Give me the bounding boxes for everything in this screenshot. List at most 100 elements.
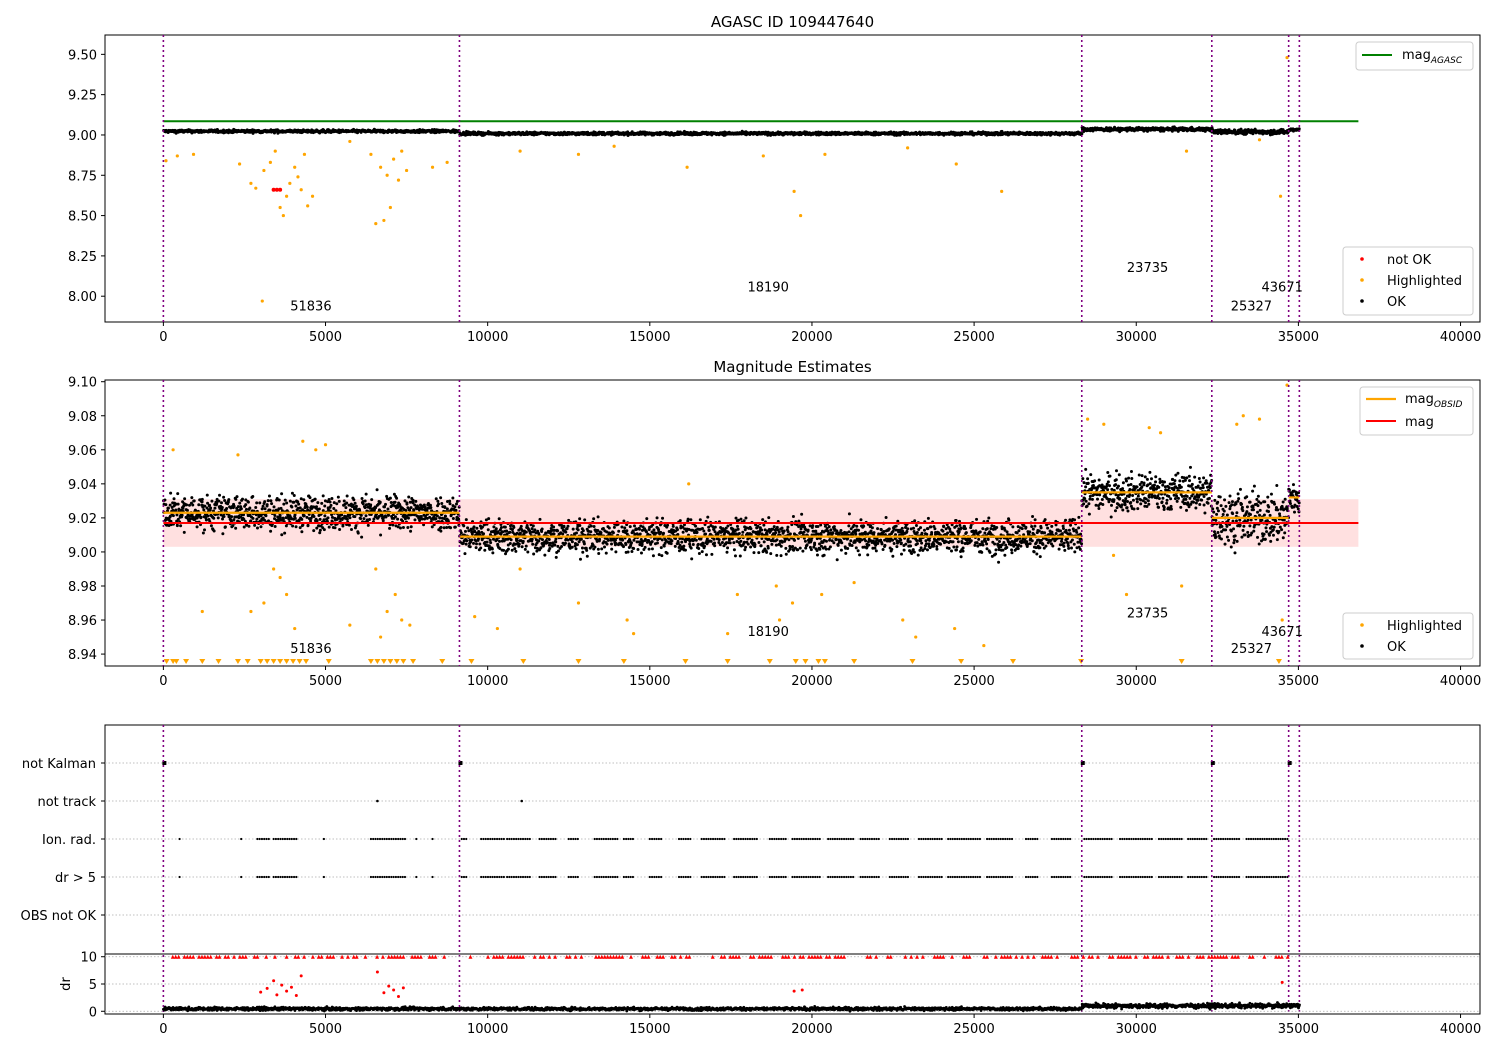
- highlighted-point: [348, 139, 352, 144]
- ok-point: [660, 554, 664, 558]
- ok-point: [712, 537, 716, 541]
- ok-point: [476, 537, 480, 541]
- ok-point: [749, 545, 753, 549]
- ok-point: [258, 501, 262, 505]
- ok-point: [223, 525, 227, 529]
- ok-point: [513, 547, 517, 551]
- ok-point: [270, 502, 274, 506]
- ok-point: [733, 554, 737, 558]
- ok-point: [552, 525, 556, 529]
- not-ok-point: [278, 187, 283, 192]
- ok-point: [659, 546, 663, 550]
- ok-point: [323, 514, 327, 518]
- ok-point: [314, 505, 318, 509]
- ok-point: [592, 517, 596, 521]
- chart-title: Magnitude Estimates: [713, 358, 871, 376]
- ok-point: [666, 523, 670, 527]
- ok-point: [520, 545, 524, 549]
- ok-point: [517, 542, 521, 546]
- ok-point: [294, 525, 298, 529]
- ok-point: [280, 533, 284, 537]
- ok-point: [474, 546, 478, 550]
- ok-point: [669, 542, 673, 546]
- ok-point: [645, 517, 649, 521]
- ok-point: [652, 528, 656, 532]
- highlighted-point: [268, 160, 272, 164]
- ok-point: [515, 538, 519, 542]
- ok-point: [700, 526, 704, 530]
- ok-point: [703, 544, 707, 548]
- ok-point: [492, 525, 496, 529]
- ok-point: [508, 541, 512, 545]
- ok-point: [175, 524, 179, 528]
- ok-point: [647, 547, 651, 551]
- highlighted-point: [385, 173, 389, 177]
- ok-point: [393, 500, 397, 504]
- ok-point: [694, 538, 698, 542]
- ok-point: [629, 541, 633, 545]
- ok-point: [463, 552, 467, 556]
- ok-point: [568, 543, 572, 547]
- ok-point: [328, 500, 332, 504]
- ok-point: [292, 494, 296, 498]
- ok-point: [453, 525, 457, 529]
- ok-point: [639, 551, 643, 555]
- ok-point: [263, 507, 267, 511]
- ok-point: [628, 525, 632, 529]
- ok-point: [702, 529, 706, 533]
- ok-point: [498, 539, 502, 543]
- ok-point: [547, 537, 551, 541]
- ok-point: [277, 498, 281, 502]
- axes-frame: [104, 34, 1481, 323]
- ok-point: [620, 525, 624, 529]
- ok-point: [455, 499, 459, 503]
- ok-point: [232, 504, 236, 508]
- ok-point: [234, 497, 238, 501]
- ok-point: [208, 503, 212, 507]
- ok-point: [414, 499, 418, 503]
- ok-point: [386, 507, 390, 511]
- ok-point: [689, 518, 693, 522]
- highlighted-point: [296, 175, 300, 179]
- ok-point: [706, 515, 710, 519]
- ok-point: [798, 546, 802, 550]
- ok-point: [540, 530, 544, 534]
- chart-title: AGASC ID 109447640: [711, 13, 874, 31]
- ok-point: [487, 517, 491, 521]
- ok-point: [651, 554, 655, 558]
- x-tick-label: 15000: [629, 330, 670, 345]
- ok-point: [675, 528, 679, 532]
- ok-point: [681, 530, 685, 534]
- ok-point: [494, 527, 498, 531]
- ok-point: [563, 541, 567, 545]
- ok-point: [514, 549, 518, 553]
- ok-point: [320, 501, 324, 505]
- ok-point: [249, 519, 253, 523]
- ok-point: [354, 524, 358, 528]
- ok-point: [562, 524, 566, 528]
- ok-point: [524, 530, 528, 534]
- ok-point: [455, 502, 459, 506]
- ok-point: [792, 538, 796, 542]
- ok-point: [655, 516, 659, 520]
- ok-point: [709, 539, 713, 543]
- ok-point: [728, 541, 732, 545]
- x-tick-label: 30000: [1116, 330, 1157, 345]
- ok-point: [235, 495, 239, 499]
- ok-point: [762, 540, 766, 544]
- ok-point: [769, 552, 773, 556]
- highlighted-point: [823, 152, 827, 156]
- ok-point: [543, 553, 547, 557]
- ok-point: [255, 501, 259, 505]
- ok-point: [305, 505, 309, 509]
- ok-point: [183, 497, 187, 501]
- ok-point: [290, 505, 294, 509]
- ok-point: [429, 506, 433, 510]
- ok-point: [786, 525, 790, 529]
- ok-point: [717, 538, 721, 542]
- ok-point: [176, 502, 180, 506]
- ok-point: [697, 552, 701, 556]
- ok-point: [737, 531, 741, 535]
- ok-point: [570, 545, 574, 549]
- ok-point: [463, 529, 467, 533]
